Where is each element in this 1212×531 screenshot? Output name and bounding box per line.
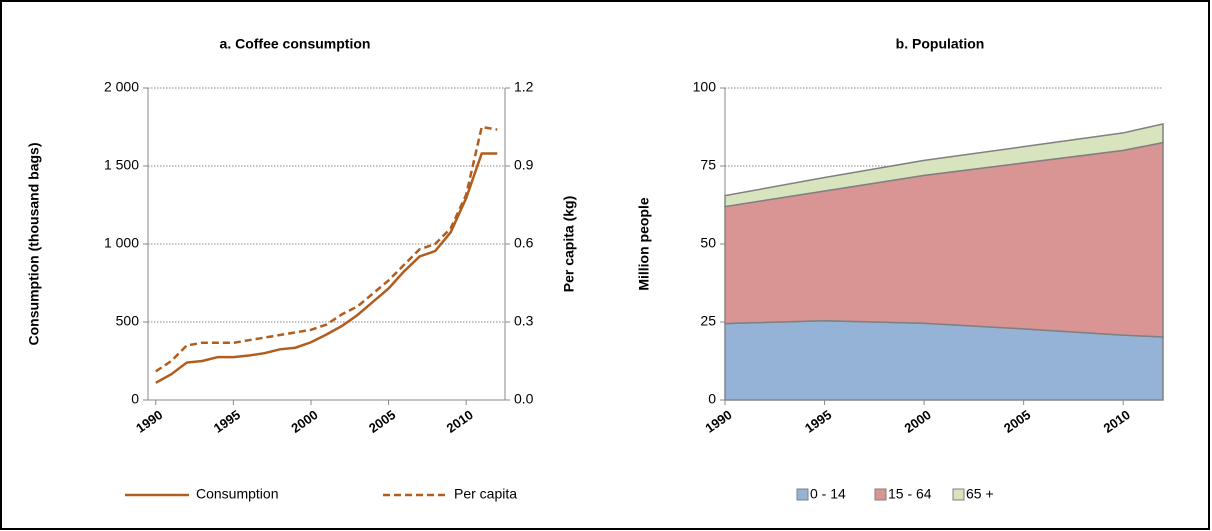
y-tick-label: 1 000 [104, 235, 139, 251]
legend-swatch [874, 488, 887, 501]
legend-label: 65 + [966, 486, 994, 502]
y2-tick-label: 0.9 [514, 157, 534, 173]
legend-label: Consumption [196, 486, 279, 502]
y-tick-label: 2 000 [104, 79, 139, 95]
y-tick-label: 0 [708, 391, 716, 407]
legend-label: Per capita [454, 486, 517, 502]
y-axis-title: Consumption (thousand bags) [26, 143, 42, 346]
area [724, 122, 1164, 208]
line [155, 125, 498, 373]
chart-title: b. Population [896, 36, 985, 52]
y2-tick-label: 0.6 [514, 235, 534, 251]
y-tick-label: 1 500 [104, 157, 139, 173]
y-tick-label: 0 [131, 391, 139, 407]
y-tick-label: 100 [693, 79, 717, 95]
y2-tick-label: 0.0 [514, 391, 534, 407]
y-axis-title: Million people [636, 197, 652, 291]
y2-tick-label: 1.2 [514, 79, 534, 95]
y-tick-label: 500 [116, 313, 140, 329]
y2-axis-title: Per capita (kg) [561, 196, 577, 292]
legend-swatch [796, 488, 809, 501]
y-tick-label: 75 [700, 157, 716, 173]
legend-label: 0 - 14 [810, 486, 846, 502]
y2-tick-label: 0.3 [514, 313, 534, 329]
legend-label: 15 - 64 [888, 486, 932, 502]
y-tick-label: 50 [700, 235, 716, 251]
legend-swatch [952, 488, 965, 501]
line [155, 152, 498, 384]
y-tick-label: 25 [700, 313, 716, 329]
chart-title: a. Coffee consumption [220, 36, 371, 52]
